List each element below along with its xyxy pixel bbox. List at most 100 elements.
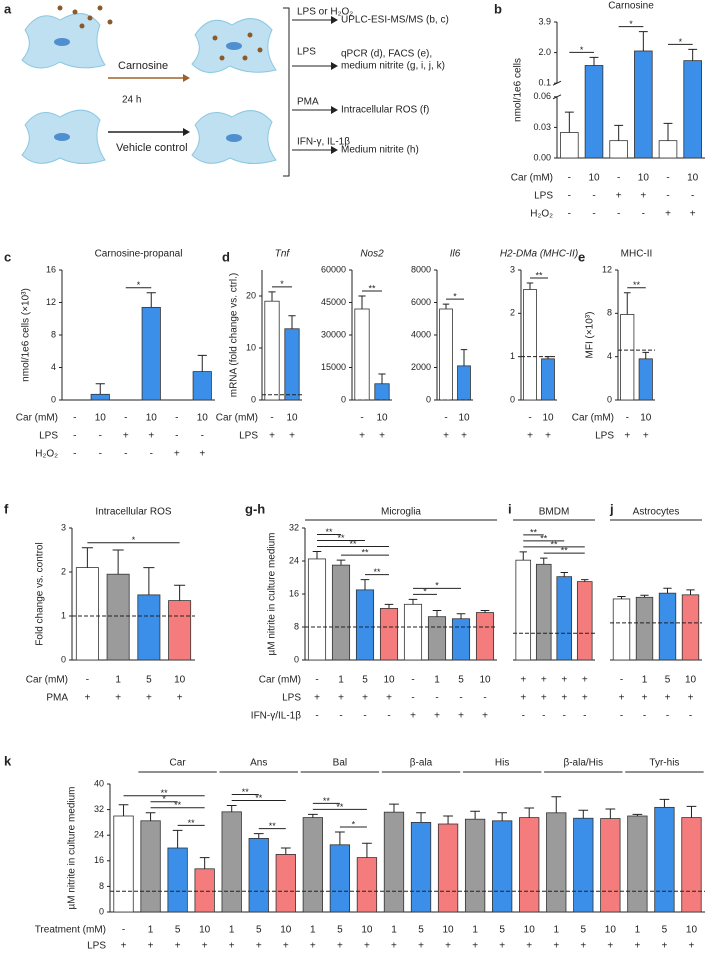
y-tick-label: 32: [289, 522, 299, 532]
error-bar: [197, 354, 207, 372]
significance-label: **: [561, 545, 569, 555]
chart-title: Intracellular ROS: [95, 507, 171, 518]
row-value: 5: [418, 925, 424, 936]
row-value: 5: [499, 925, 505, 936]
chart-title: Astrocytes: [633, 507, 680, 518]
bar: [167, 847, 188, 913]
row-value: -: [411, 675, 414, 686]
row-value: 1: [635, 925, 641, 936]
y-tick-label: 16: [46, 264, 56, 274]
row-value: +: [175, 941, 181, 952]
error-bar: [335, 831, 345, 845]
error-bar: [288, 315, 296, 329]
row-value: +: [256, 941, 262, 952]
chart-title: Nos2: [360, 249, 384, 260]
panel-label: g-h: [245, 501, 265, 516]
significance-label: *: [423, 587, 427, 597]
nucleus: [226, 134, 242, 142]
row-label: H₂O₂: [35, 449, 58, 460]
row-value: 1: [338, 675, 344, 686]
y-tick-label: 24: [289, 555, 299, 565]
row-value: 10: [197, 413, 209, 424]
row-value: -: [568, 209, 571, 220]
error-bar: [443, 815, 453, 824]
row-value: -: [666, 191, 669, 202]
stimulus: LPS: [297, 47, 316, 58]
bar: [75, 567, 99, 661]
row-value: +: [553, 941, 559, 952]
y-tick-label: 15000: [321, 362, 346, 372]
bar: [658, 592, 677, 661]
error-bar: [268, 291, 276, 302]
error-bar: [686, 805, 697, 818]
row-value: 10: [174, 675, 186, 686]
row-value: -: [643, 711, 646, 722]
row-value: 10: [588, 173, 600, 184]
row-value: -: [620, 711, 623, 722]
bracket: [283, 7, 290, 177]
group-label: His: [495, 758, 509, 769]
error-bar: [540, 557, 548, 565]
bar: [600, 818, 621, 913]
error-bar: [524, 807, 535, 818]
error-bar: [384, 603, 394, 609]
chart-title: Microglia: [381, 507, 421, 518]
row-value: 5: [581, 925, 587, 936]
row-value: +: [482, 711, 488, 722]
y-tick-label: 3.9: [538, 16, 551, 26]
y-tick-label: 40: [94, 778, 104, 788]
bar: [556, 576, 573, 661]
y-tick-label: 32: [94, 804, 104, 814]
row-value: -: [444, 413, 447, 424]
row-label: Car (mM): [572, 413, 614, 424]
row-value: 10: [199, 925, 211, 936]
row-label: LPS: [239, 431, 258, 442]
row-value: -: [620, 675, 623, 686]
row-value: +: [148, 431, 154, 442]
bar: [141, 306, 161, 401]
y-axis-label: nmol/1e6 cells (×10³): [21, 288, 32, 382]
row-value: +: [146, 693, 152, 704]
row-label: Car (mM): [26, 675, 68, 686]
bar: [302, 817, 323, 913]
error-bar: [623, 292, 631, 315]
error-bar: [605, 808, 616, 819]
bar: [331, 564, 351, 661]
y-tick-label: 0: [251, 394, 256, 404]
error-bar: [638, 31, 648, 51]
error-bar: [442, 303, 450, 309]
row-value: -: [73, 413, 76, 424]
row-value: +: [689, 941, 695, 952]
bar: [90, 393, 110, 401]
significance-label: *: [679, 37, 683, 47]
error-bar: [519, 551, 527, 561]
row-value: -: [592, 209, 595, 220]
stimulus: IFN-γ, IL-1β: [297, 137, 350, 148]
panel-label: d: [222, 249, 230, 264]
row-value: +: [461, 431, 467, 442]
y-tick-label: 0: [51, 394, 56, 404]
y-tick-label: 8: [294, 621, 299, 631]
readout: medium nitrite (g, i, j, k): [341, 61, 445, 72]
row-value: -: [124, 449, 127, 460]
row-value: +: [607, 941, 613, 952]
significance-label: **: [242, 787, 250, 797]
error-bar: [497, 812, 508, 821]
row-value: 10: [146, 413, 158, 424]
bar: [356, 857, 378, 913]
y-tick-label: 2: [61, 566, 66, 576]
error-bar: [172, 829, 183, 848]
error-bar: [589, 56, 599, 66]
row-value: +: [359, 431, 365, 442]
row-value: +: [338, 693, 344, 704]
row-value: 1: [434, 675, 440, 686]
row-value: 5: [337, 925, 343, 936]
row-label: Car (mM): [511, 173, 553, 184]
significance-label: *: [280, 279, 284, 289]
y-tick-label: 12: [602, 264, 612, 274]
row-value: 1: [310, 925, 316, 936]
y-axis-label: µM nitrite in culture medium: [67, 786, 78, 909]
row-value: -: [528, 413, 531, 424]
y-tick-label: 2000: [411, 362, 431, 372]
